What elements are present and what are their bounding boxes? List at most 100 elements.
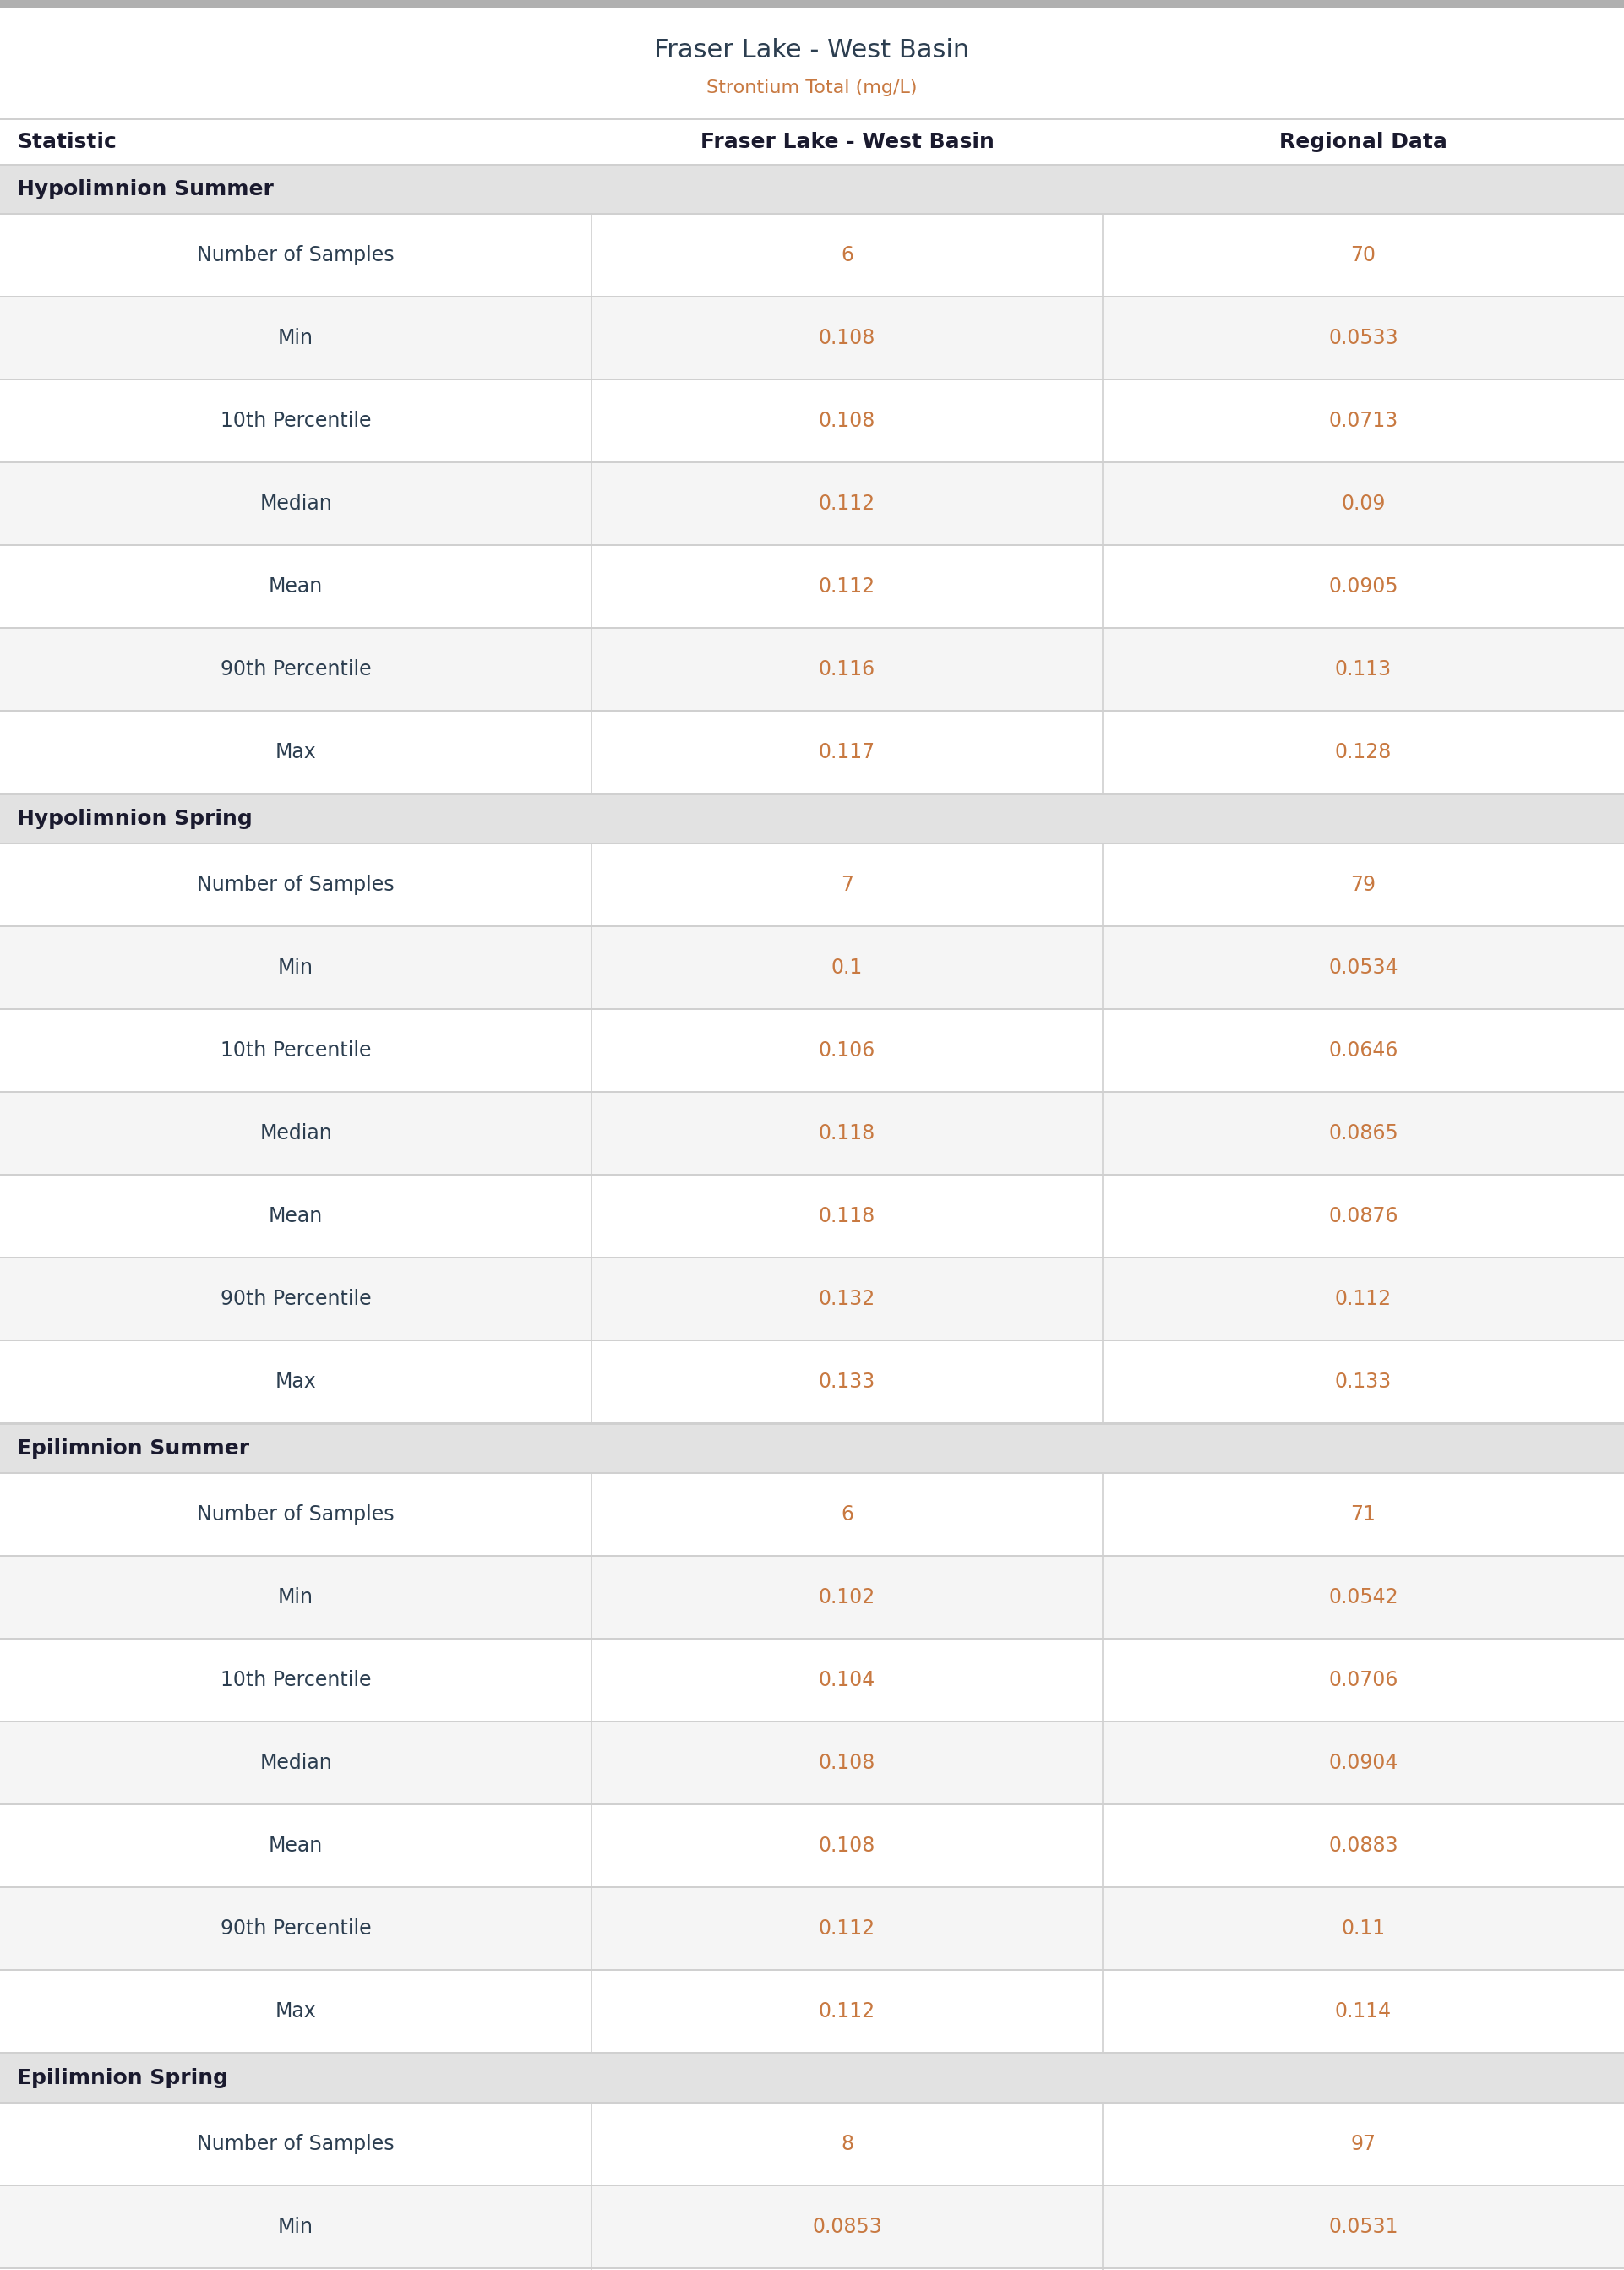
Text: 0.118: 0.118: [818, 1124, 875, 1144]
Text: Median: Median: [260, 493, 331, 513]
Bar: [0, 1805, 1624, 1886]
Text: 0.0533: 0.0533: [1328, 327, 1398, 347]
Text: 0.116: 0.116: [818, 658, 875, 679]
Bar: [0, 2052, 1624, 2054]
Text: 90th Percentile: 90th Percentile: [221, 658, 372, 679]
Bar: [0, 1176, 1624, 1258]
Text: 7: 7: [841, 874, 853, 894]
Bar: [0, 2104, 1624, 2184]
Text: Epilimnion Summer: Epilimnion Summer: [16, 1439, 250, 1460]
Text: 10th Percentile: 10th Percentile: [221, 1040, 372, 1060]
Bar: [0, 216, 1624, 295]
Text: Max: Max: [274, 2002, 317, 2023]
Text: 0.0531: 0.0531: [1328, 2218, 1398, 2236]
Text: 0.108: 0.108: [818, 1752, 875, 1773]
Bar: [0, 1092, 1624, 1174]
Text: Min: Min: [278, 2218, 313, 2236]
Text: 0.0883: 0.0883: [1328, 1836, 1398, 1857]
Bar: [0, 1342, 1624, 1423]
Bar: [0, 1889, 1624, 1968]
Text: 70: 70: [1351, 245, 1376, 266]
Text: 0.117: 0.117: [818, 742, 875, 763]
Text: 90th Percentile: 90th Percentile: [221, 1289, 372, 1310]
Text: 0.106: 0.106: [818, 1040, 875, 1060]
Text: 0.0706: 0.0706: [1328, 1671, 1398, 1691]
Bar: [0, 1557, 1624, 1639]
Bar: [0, 2054, 1624, 2102]
Bar: [0, 0, 1624, 9]
Text: 0.1: 0.1: [831, 958, 862, 978]
Bar: [0, 2186, 1624, 2268]
Text: Number of Samples: Number of Samples: [197, 2134, 395, 2154]
Bar: [0, 926, 1624, 1008]
Bar: [0, 711, 1624, 792]
Text: 0.0904: 0.0904: [1328, 1752, 1398, 1773]
Text: 0.09: 0.09: [1341, 493, 1385, 513]
Bar: [0, 9, 1624, 118]
Text: Min: Min: [278, 1587, 313, 1607]
Text: 0.112: 0.112: [818, 1918, 875, 1939]
Text: 0.112: 0.112: [818, 493, 875, 513]
Text: Epilimnion Spring: Epilimnion Spring: [16, 2068, 227, 2088]
Text: 97: 97: [1351, 2134, 1376, 2154]
Text: 0.0646: 0.0646: [1328, 1040, 1398, 1060]
Text: Strontium Total (mg/L): Strontium Total (mg/L): [706, 79, 918, 95]
Text: 0.112: 0.112: [818, 2002, 875, 2023]
Bar: [0, 1010, 1624, 1092]
Text: Mean: Mean: [268, 1836, 323, 1857]
Text: Max: Max: [274, 1371, 317, 1392]
Text: 0.0534: 0.0534: [1328, 958, 1398, 978]
Bar: [0, 1723, 1624, 1802]
Text: Mean: Mean: [268, 1205, 323, 1226]
Text: Number of Samples: Number of Samples: [197, 874, 395, 894]
Text: 0.102: 0.102: [818, 1587, 875, 1607]
Bar: [0, 844, 1624, 926]
Text: 0.112: 0.112: [1335, 1289, 1392, 1310]
Text: Regional Data: Regional Data: [1280, 132, 1447, 152]
Bar: [0, 1423, 1624, 1426]
Text: Max: Max: [274, 742, 317, 763]
Text: 0.108: 0.108: [818, 1836, 875, 1857]
Text: 6: 6: [841, 1505, 853, 1525]
Text: 10th Percentile: 10th Percentile: [221, 1671, 372, 1691]
Text: 10th Percentile: 10th Percentile: [221, 411, 372, 431]
Text: Mean: Mean: [268, 577, 323, 597]
Text: 0.11: 0.11: [1341, 1918, 1385, 1939]
Text: 0.108: 0.108: [818, 327, 875, 347]
Text: 0.112: 0.112: [818, 577, 875, 597]
Text: 0.0865: 0.0865: [1328, 1124, 1398, 1144]
Text: 0.128: 0.128: [1335, 742, 1392, 763]
Bar: [0, 463, 1624, 545]
Text: 0.0876: 0.0876: [1328, 1205, 1398, 1226]
Text: 90th Percentile: 90th Percentile: [221, 1918, 372, 1939]
Text: Hypolimnion Summer: Hypolimnion Summer: [16, 179, 274, 200]
Bar: [0, 1473, 1624, 1555]
Text: 0.132: 0.132: [818, 1289, 875, 1310]
Text: Statistic: Statistic: [16, 132, 117, 152]
Bar: [0, 166, 1624, 213]
Bar: [0, 297, 1624, 379]
Text: 0.114: 0.114: [1335, 2002, 1392, 2023]
Text: 0.0542: 0.0542: [1328, 1587, 1398, 1607]
Text: 0.113: 0.113: [1335, 658, 1392, 679]
Bar: [0, 120, 1624, 163]
Text: Fraser Lake - West Basin: Fraser Lake - West Basin: [700, 132, 994, 152]
Text: 0.133: 0.133: [1335, 1371, 1392, 1392]
Text: 8: 8: [841, 2134, 854, 2154]
Text: Number of Samples: Number of Samples: [197, 1505, 395, 1525]
Text: 79: 79: [1351, 874, 1376, 894]
Bar: [0, 1258, 1624, 1339]
Text: 0.108: 0.108: [818, 411, 875, 431]
Bar: [0, 547, 1624, 627]
Bar: [0, 381, 1624, 461]
Text: 6: 6: [841, 245, 853, 266]
Text: 0.133: 0.133: [818, 1371, 875, 1392]
Bar: [0, 794, 1624, 842]
Bar: [0, 1426, 1624, 1473]
Text: Min: Min: [278, 327, 313, 347]
Text: 0.0713: 0.0713: [1328, 411, 1398, 431]
Text: Min: Min: [278, 958, 313, 978]
Text: 0.0853: 0.0853: [812, 2218, 882, 2236]
Text: 0.0905: 0.0905: [1328, 577, 1398, 597]
Text: Hypolimnion Spring: Hypolimnion Spring: [16, 808, 252, 829]
